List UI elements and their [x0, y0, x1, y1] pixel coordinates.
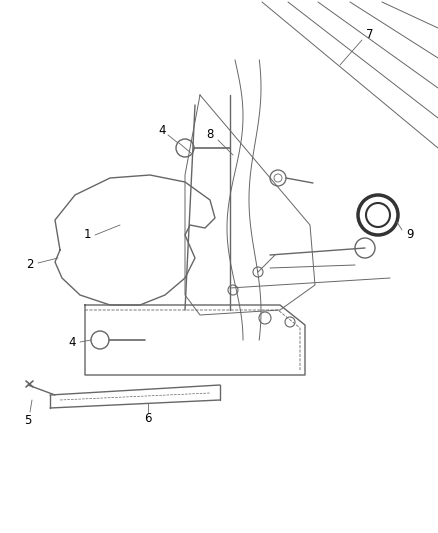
Text: 5: 5	[25, 414, 32, 426]
Text: 9: 9	[406, 229, 414, 241]
Text: 8: 8	[206, 128, 214, 141]
Text: 7: 7	[366, 28, 374, 42]
Text: 4: 4	[158, 124, 166, 136]
Text: 1: 1	[83, 229, 91, 241]
Text: 4: 4	[68, 335, 76, 349]
Text: 2: 2	[26, 259, 34, 271]
Text: 6: 6	[144, 411, 152, 424]
